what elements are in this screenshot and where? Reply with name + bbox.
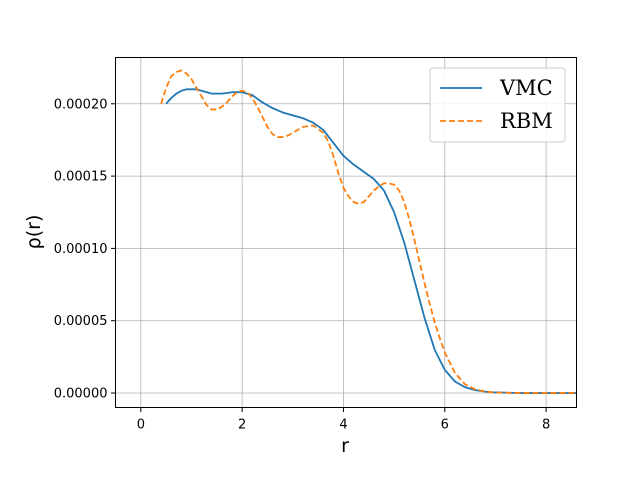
axis-ticks: 0 2 4 6 8 0.00000 0.00005 0.00010 0.00015 0.00020 [54,97,551,432]
axes-frame [115,57,577,408]
y-tick-label: 0.00020 [54,97,108,112]
x-axis-label: r [341,435,349,457]
series-line-vmc [165,88,577,394]
legend-label-rbm: RBM [500,109,553,133]
x-tick-label: 6 [441,418,449,433]
x-tick-label: 2 [238,418,246,433]
legend: VMC RBM [429,67,566,143]
y-tick-label: 0.00000 [54,387,108,402]
legend-label-vmc: VMC [499,76,553,100]
y-axis-label: ρ(r) [23,215,45,250]
y-tick-label: 0.00005 [54,314,108,329]
plot-series [160,69,577,394]
x-tick-label: 0 [137,418,145,433]
x-tick-label: 4 [339,418,347,433]
x-tick-label: 8 [542,418,550,433]
y-tick-label: 0.00010 [54,242,108,257]
y-tick-label: 0.00015 [54,170,108,185]
series-line-rbm [160,69,577,394]
legend-box [429,67,566,143]
